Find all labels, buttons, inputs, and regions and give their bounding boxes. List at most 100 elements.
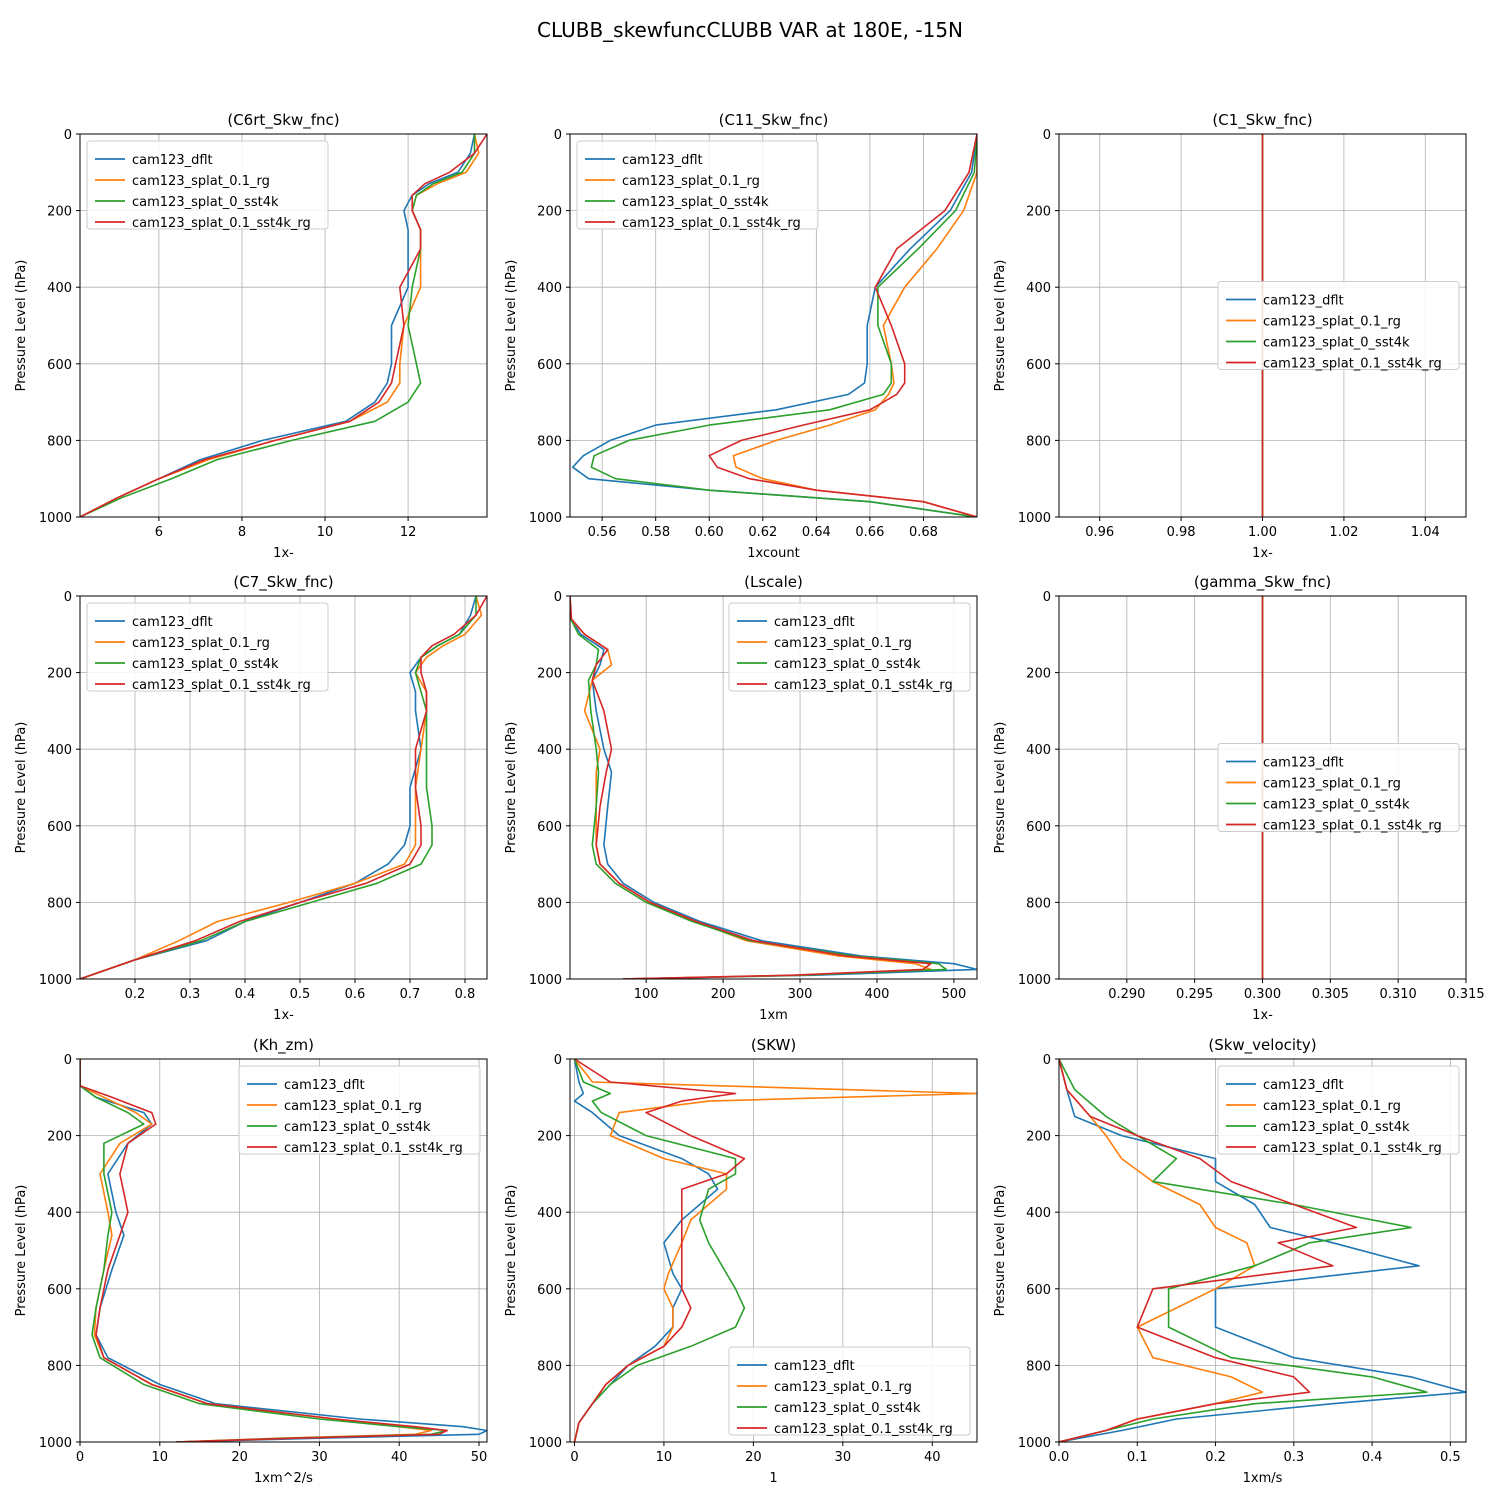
x-tick-label: 0.3: [180, 987, 201, 1002]
y-tick-label: 200: [47, 667, 72, 682]
y-tick-label: 800: [1026, 896, 1051, 911]
plot-frame: [79, 1058, 488, 1443]
y-axis-label: Pressure Level (hPa): [14, 1185, 29, 1317]
legend-label: cam123_splat_0_sst4k: [774, 1401, 921, 1416]
legend-label: cam123_splat_0.1_sst4k_rg: [132, 216, 311, 231]
subplot-9: 0.0 0.1 0.2 0.3 0.4 0.5 0 200 400 600 800 1000 (Skw_…: [993, 1036, 1467, 1486]
legend-box: [728, 602, 971, 692]
series-line: [1059, 1059, 1358, 1442]
legend-label: cam123_splat_0_sst4k: [132, 195, 279, 210]
y-tick-label: 800: [47, 896, 72, 911]
y-tick-label: 400: [537, 743, 562, 758]
legend-label: cam123_dflt: [1263, 1078, 1344, 1093]
legend-label: cam123_splat_0_sst4k: [622, 195, 769, 210]
series-line: [573, 1059, 746, 1442]
legend-label: cam123_splat_0.1_rg: [1263, 777, 1401, 792]
x-tick-label: 0.2: [125, 987, 146, 1002]
y-tick-label: 800: [47, 434, 72, 449]
legend-label: cam123_splat_0.1_sst4k_rg: [774, 678, 953, 693]
x-tick-label: 0.315: [1447, 987, 1484, 1002]
legend-label: cam123_dflt: [132, 153, 213, 168]
legend-label: cam123_splat_0_sst4k: [774, 657, 921, 672]
subplot-title: (Skw_velocity): [1208, 1036, 1316, 1055]
x-tick-label: 0.7: [400, 987, 421, 1002]
plot-frame: [1058, 1058, 1467, 1443]
subplot-4: 0.2 0.3 0.4 0.5 0.6 0.7 0.8 0 200 400 600 800 1000 (C…: [14, 573, 488, 1023]
x-tick-label: 10: [317, 525, 334, 540]
y-tick-label: 1000: [39, 511, 72, 526]
legend: cam123_dflt cam123_splat_0.1_rg cam123_spl…: [86, 602, 329, 693]
legend: cam123_dflt cam123_splat_0.1_rg cam123_spl…: [238, 1065, 481, 1156]
x-tick-label: 0.295: [1176, 987, 1213, 1002]
x-tick-label: 30: [835, 1450, 852, 1465]
x-axis-label: 1x-: [1252, 546, 1273, 561]
subplot-title: (gamma_Skw_fnc): [1194, 573, 1331, 592]
x-tick-label: 500: [942, 987, 967, 1002]
legend-box: [1217, 1065, 1460, 1155]
y-axis-label: Pressure Level (hPa): [993, 260, 1008, 392]
x-tick-label: 0.6: [345, 987, 366, 1002]
x-tick-label: 0.310: [1380, 987, 1417, 1002]
series-line: [1059, 1059, 1466, 1442]
x-tick-label: 1.02: [1329, 525, 1358, 540]
y-tick-label: 600: [47, 358, 72, 373]
x-tick-label: 0.58: [641, 525, 670, 540]
subplot-6: 0.290 0.295 0.300 0.305 0.310 0.315 0 200 400 600…: [993, 573, 1485, 1023]
x-tick-label: 0.98: [1167, 525, 1196, 540]
legend-box: [1217, 281, 1460, 370]
x-tick-label: 0.300: [1244, 987, 1281, 1002]
y-tick-label: 200: [1026, 1130, 1051, 1145]
legend: cam123_dflt cam123_splat_0.1_rg cam123_spl…: [728, 1346, 971, 1437]
y-tick-label: 0: [554, 590, 562, 605]
plot-frame: [79, 595, 488, 980]
y-tick-label: 1000: [1018, 511, 1051, 526]
legend-label: cam123_splat_0.1_rg: [132, 636, 270, 651]
series-group: [80, 1059, 487, 1442]
x-tick-label: 0.62: [748, 525, 777, 540]
plot-frame: [79, 133, 488, 518]
series-group: [573, 1059, 977, 1442]
plot-frame: [1058, 133, 1467, 518]
y-tick-label: 0: [554, 128, 562, 143]
legend-label: cam123_dflt: [1263, 756, 1344, 771]
x-tick-label: 0.5: [290, 987, 311, 1002]
legend-box: [576, 140, 819, 230]
x-axis-label: 1xm: [759, 1008, 788, 1023]
series-line: [590, 134, 977, 517]
x-tick-label: 6: [155, 525, 163, 540]
x-tick-label: 40: [924, 1450, 941, 1465]
y-tick-label: 400: [47, 1206, 72, 1221]
y-tick-label: 600: [1026, 1283, 1051, 1298]
x-tick-label: 40: [391, 1450, 408, 1465]
y-tick-label: 1000: [39, 973, 72, 988]
legend-label: cam123_splat_0.1_rg: [1263, 315, 1401, 330]
subplot-8: 0 10 20 30 4002004006008001000(SKW)1Pressure…: [504, 1036, 978, 1486]
y-tick-label: 200: [47, 1130, 72, 1145]
legend-label: cam123_splat_0_sst4k: [284, 1120, 431, 1135]
y-axis-label: Pressure Level (hPa): [504, 260, 519, 392]
y-tick-label: 800: [1026, 434, 1051, 449]
subplot-title: (Lscale): [744, 573, 803, 591]
y-tick-label: 400: [1026, 281, 1051, 296]
y-tick-label: 0: [64, 590, 72, 605]
y-tick-label: 200: [1026, 667, 1051, 682]
legend-label: cam123_splat_0.1_sst4k_rg: [132, 678, 311, 693]
series-line: [80, 134, 476, 517]
y-axis-label: Pressure Level (hPa): [504, 722, 519, 854]
series-group: [1059, 1059, 1466, 1442]
series-group: [80, 596, 487, 979]
x-tick-label: 0.290: [1108, 987, 1145, 1002]
series-line: [573, 1059, 719, 1442]
legend-label: cam123_splat_0.1_sst4k_rg: [1263, 819, 1442, 834]
y-tick-label: 800: [47, 1359, 72, 1374]
x-tick-label: 0.56: [588, 525, 617, 540]
subplot-grid: 6 8 10 1202004006008001000(C6rt_Skw_fnc)1x-…: [14, 111, 1485, 1486]
x-tick-label: 200: [711, 987, 736, 1002]
legend-box: [86, 140, 329, 230]
y-tick-label: 600: [1026, 820, 1051, 835]
x-tick-label: 0.60: [695, 525, 724, 540]
legend-label: cam123_splat_0_sst4k: [1263, 1120, 1410, 1135]
legend-label: cam123_splat_0.1_sst4k_rg: [622, 216, 801, 231]
plot-frame: [569, 1058, 978, 1443]
subplot-5: 100 200 300 400 500 0 200 400 600 800 1000 (Lscale)…: [504, 573, 978, 1023]
